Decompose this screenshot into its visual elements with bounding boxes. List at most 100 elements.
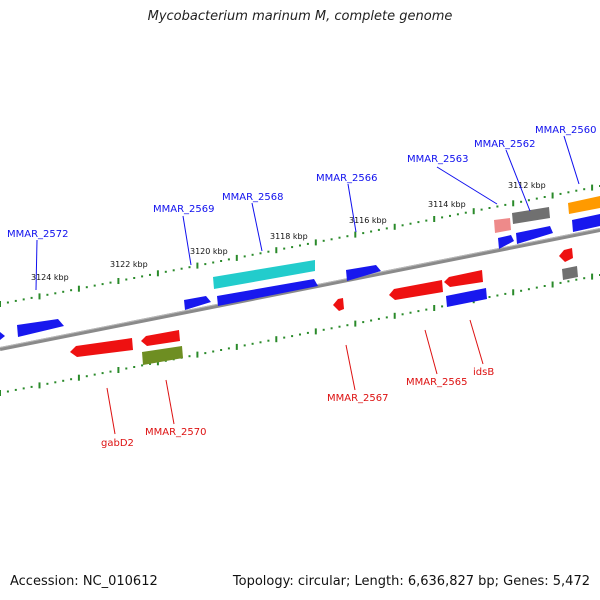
- minor-tick: [535, 286, 538, 289]
- outer-tick-ring: [0, 184, 600, 307]
- gene-label[interactable]: MMAR_2563: [407, 154, 469, 165]
- label-leader-line: [165, 379, 175, 425]
- minor-tick: [480, 208, 483, 211]
- minor-tick: [322, 328, 325, 331]
- gene-feature[interactable]: [0, 332, 5, 340]
- gene-feature[interactable]: [217, 279, 318, 306]
- major-tick: [393, 223, 396, 230]
- major-tick: [591, 184, 594, 191]
- minor-tick: [93, 284, 96, 287]
- minor-tick: [385, 316, 388, 319]
- minor-tick: [377, 317, 380, 320]
- gene-label[interactable]: MMAR_2560: [535, 125, 597, 136]
- gene-label[interactable]: MMAR_2565: [406, 377, 468, 388]
- minor-tick: [370, 319, 373, 322]
- gene-label[interactable]: idsB: [473, 367, 494, 378]
- gene-feature[interactable]: [142, 346, 183, 365]
- minor-tick: [362, 232, 365, 235]
- forward-genes: [0, 196, 600, 340]
- minor-tick: [417, 221, 420, 224]
- minor-tick: [299, 244, 301, 247]
- gene-feature[interactable]: [559, 248, 573, 262]
- major-tick: [196, 351, 199, 358]
- minor-tick: [109, 281, 112, 284]
- gene-feature[interactable]: [444, 270, 483, 287]
- gene-label[interactable]: MMAR_2566: [316, 173, 378, 184]
- gene-feature[interactable]: [498, 235, 514, 249]
- minor-tick: [306, 242, 309, 245]
- minor-tick: [520, 200, 523, 203]
- minor-tick: [46, 293, 49, 296]
- gene-feature[interactable]: [572, 214, 600, 232]
- minor-tick: [401, 313, 404, 316]
- minor-tick: [62, 290, 65, 293]
- tick-label: 3120 kbp: [190, 247, 228, 256]
- gene-feature[interactable]: [141, 330, 180, 346]
- gene-feature[interactable]: [70, 338, 133, 357]
- minor-tick: [172, 269, 175, 272]
- gene-label[interactable]: MMAR_2567: [327, 393, 389, 404]
- label-leader-line: [251, 202, 263, 252]
- gene-feature[interactable]: [389, 280, 443, 300]
- label-leader-line: [345, 344, 356, 391]
- minor-tick: [180, 267, 183, 270]
- minor-tick: [251, 342, 254, 345]
- minor-tick: [401, 224, 404, 227]
- minor-tick: [346, 324, 349, 327]
- minor-tick: [22, 298, 25, 301]
- gene-feature[interactable]: [17, 319, 64, 337]
- major-tick: [275, 336, 278, 343]
- kbp-tick-labels: 3124 kbp 3122 kbp 3120 kbp 3118 kbp 3116…: [31, 181, 546, 282]
- minor-tick: [133, 366, 136, 368]
- minor-tick: [283, 336, 286, 339]
- minor-tick: [283, 247, 286, 250]
- minor-tick: [456, 213, 459, 216]
- minor-tick: [212, 261, 215, 264]
- gene-feature[interactable]: [516, 226, 553, 244]
- minor-tick: [385, 227, 388, 230]
- major-tick: [117, 367, 120, 373]
- minor-tick: [149, 362, 151, 365]
- gene-label[interactable]: MMAR_2568: [222, 192, 284, 203]
- minor-tick: [543, 196, 546, 198]
- gene-label[interactable]: MMAR_2572: [7, 229, 69, 240]
- minor-tick: [125, 367, 128, 370]
- gene-feature[interactable]: [494, 218, 511, 233]
- gene-feature[interactable]: [184, 296, 211, 310]
- minor-tick: [575, 278, 578, 281]
- minor-tick: [527, 288, 530, 291]
- minor-tick: [125, 278, 128, 281]
- gene-feature[interactable]: [346, 265, 381, 281]
- tick-label: 3122 kbp: [110, 260, 148, 269]
- minor-tick: [212, 350, 215, 353]
- minor-tick: [583, 277, 586, 280]
- minor-tick: [62, 379, 65, 382]
- gene-feature[interactable]: [562, 266, 578, 280]
- minor-tick: [464, 211, 467, 214]
- major-tick: [314, 328, 317, 335]
- gene-label[interactable]: MMAR_2569: [153, 204, 215, 215]
- major-tick: [433, 216, 436, 222]
- minor-tick: [449, 214, 451, 217]
- label-leader-line: [505, 149, 531, 212]
- minor-tick: [504, 292, 507, 295]
- minor-tick: [338, 236, 341, 239]
- gene-label[interactable]: MMAR_2562: [474, 139, 536, 150]
- tick-label: 3118 kbp: [270, 232, 308, 241]
- label-leader-line: [347, 183, 357, 233]
- minor-tick: [488, 207, 491, 209]
- gene-feature[interactable]: [568, 196, 600, 214]
- label-leader-line: [436, 166, 498, 205]
- tick-label: 3114 kbp: [428, 200, 466, 209]
- gene-feature[interactable]: [512, 207, 550, 224]
- gene-feature[interactable]: [213, 260, 315, 289]
- gene-label[interactable]: MMAR_2570: [145, 427, 207, 438]
- minor-tick: [227, 347, 230, 350]
- gene-feature[interactable]: [446, 288, 487, 307]
- minor-tick: [417, 310, 420, 313]
- gene-feature[interactable]: [333, 298, 344, 311]
- minor-tick: [101, 283, 104, 286]
- minor-tick: [6, 301, 9, 304]
- gene-label[interactable]: gabD2: [101, 438, 134, 449]
